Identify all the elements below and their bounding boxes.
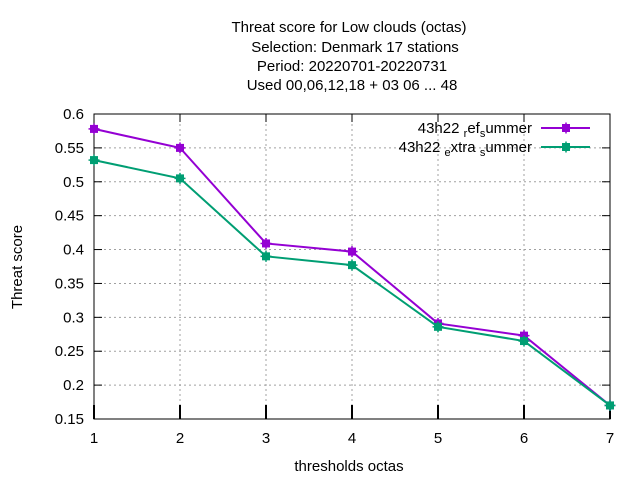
x-tick-label: 4	[348, 430, 356, 447]
data-point	[88, 123, 100, 135]
y-tick-label: 0.5	[63, 174, 84, 191]
y-axis-ticks: 0.15 0.2 0.25 0.3 0.35 0.4 0.45 0.5 0.55 0.6	[55, 106, 610, 428]
data-point	[518, 335, 530, 347]
y-tick-label: 0.45	[55, 208, 84, 225]
data-point	[260, 237, 272, 249]
y-tick-label: 0.15	[55, 411, 84, 428]
x-axis-label: thresholds octas	[294, 458, 403, 475]
legend-marker	[560, 141, 572, 153]
series-line	[93, 159, 611, 407]
x-tick-label: 2	[176, 430, 184, 447]
title-line-4: Used 00,06,12,18 + 03 06 ... 48	[247, 77, 458, 94]
series-2	[88, 154, 616, 411]
title-line-1: Threat score for Low clouds (octas)	[231, 19, 466, 36]
x-tick-label: 6	[520, 430, 528, 447]
x-tick-label: 3	[262, 430, 270, 447]
title-line-2: Selection: Denmark 17 stations	[251, 39, 459, 56]
data-point	[260, 250, 272, 262]
data-point	[174, 172, 186, 184]
legend-swatches	[541, 122, 590, 153]
title-line-3: Period: 20220701-20220731	[257, 58, 447, 75]
x-tick-label: 1	[90, 430, 98, 447]
data-point	[346, 259, 358, 271]
legend-label-1: 43h22 refsummer	[418, 120, 532, 140]
y-axis-label: Threat score	[9, 225, 26, 309]
chart-title: Threat score for Low clouds (octas) Sele…	[231, 19, 466, 94]
data-point	[432, 321, 444, 333]
legend: 43h22 refsummer 43h22 extra summer	[399, 120, 590, 159]
data-point	[88, 154, 100, 166]
x-tick-label: 7	[606, 430, 614, 447]
y-tick-label: 0.2	[63, 377, 84, 394]
x-axis-ticks: 1 2 3 4 5 6 7	[90, 114, 614, 447]
data-point	[604, 399, 616, 411]
y-tick-label: 0.35	[55, 275, 84, 292]
y-tick-label: 0.6	[63, 106, 84, 123]
y-tick-label: 0.25	[55, 343, 84, 360]
y-tick-label: 0.4	[63, 242, 84, 259]
y-tick-label: 0.3	[63, 309, 84, 326]
x-tick-label: 5	[434, 430, 442, 447]
legend-marker	[560, 122, 572, 134]
legend-label-2: 43h22 extra summer	[399, 139, 532, 159]
data-point	[346, 246, 358, 258]
data-point	[174, 142, 186, 154]
series-layer	[88, 123, 616, 411]
y-tick-label: 0.55	[55, 140, 84, 157]
